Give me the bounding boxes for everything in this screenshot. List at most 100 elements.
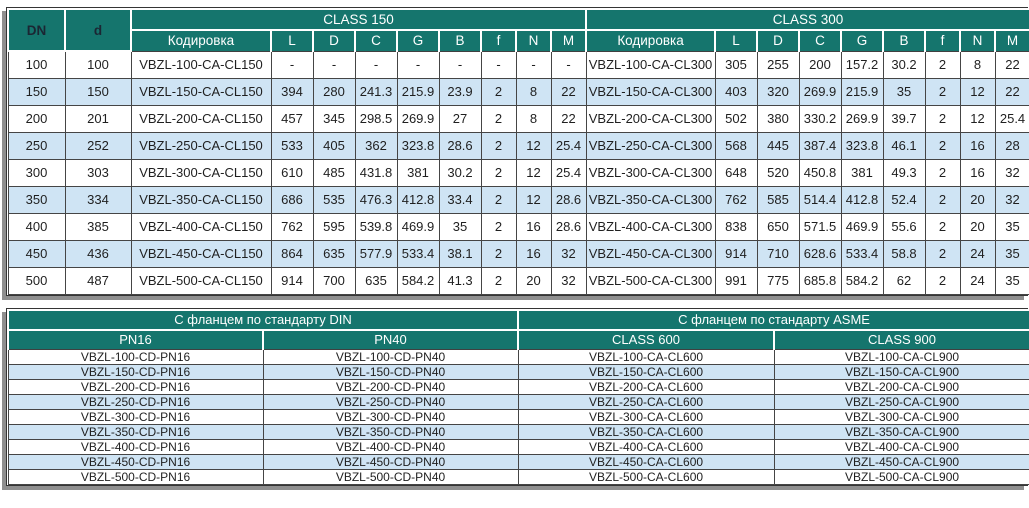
cell-C-300: 514.4 [798,185,842,214]
col-header-N-300: N [959,29,997,52]
cell-M-150: 32 [550,266,587,295]
cell-coding-150: VBZL-400-CA-CL150 [130,212,272,241]
cell-class600-code: VBZL-450-CA-CL600 [517,454,775,470]
cell-pn16-code: VBZL-500-CD-PN16 [7,469,264,485]
col-header-G-300: G [840,29,885,52]
cell-coding-150: VBZL-200-CA-CL150 [130,104,272,133]
group-header-din: С фланцем по стандарту DIN [6,308,520,331]
cell-coding-300: VBZL-500-CA-CL300 [585,266,716,295]
cell-L-150: 394 [270,77,314,106]
cell-N-300: 16 [959,158,996,187]
cell-D-300: 520 [756,158,800,187]
cell-class900-code: VBZL-200-CA-CL900 [773,379,1029,395]
cell-G-300: 215.9 [840,77,884,106]
col-header-class900: CLASS 900 [773,328,1029,350]
cell-N-300: 20 [959,212,996,241]
table-row: VBZL-400-CD-PN16 VBZL-400-CD-PN40 VBZL-4… [7,439,1029,455]
cell-class600-code: VBZL-500-CA-CL600 [517,469,775,485]
cell-L-150: 762 [270,212,314,241]
header-row-columns: Кодировка L D C G B f N M Кодировка L D … [8,29,1029,52]
cell-G-150: 584.2 [396,266,440,295]
col-header-f-150: f [480,29,517,52]
cell-class900-code: VBZL-250-CA-CL900 [773,394,1029,410]
table-row: 300 303 VBZL-300-CA-CL150 610 485 431.8 … [7,158,1029,187]
cell-N-300: 24 [959,266,996,295]
cell-class900-code: VBZL-400-CA-CL900 [773,439,1029,455]
cell-M-300: 32 [994,158,1029,187]
cell-C-300: 571.5 [798,212,842,241]
cell-class600-code: VBZL-300-CA-CL600 [517,409,775,425]
cell-M-150: 28.6 [550,185,587,214]
cell-pn40-code: VBZL-350-CD-PN40 [262,424,519,440]
cell-L-300: 568 [714,131,758,160]
table-row: VBZL-100-CD-PN16 VBZL-100-CD-PN40 VBZL-1… [7,349,1029,365]
cell-L-300: 648 [714,158,758,187]
cell-C-150: 635 [354,266,398,295]
cell-pn40-code: VBZL-450-CD-PN40 [262,454,519,470]
cell-G-300: 412.8 [840,185,884,214]
dimensions-table-body: 100 100 VBZL-100-CA-CL150 - - - - - - - … [7,50,1029,295]
cell-pn40-code: VBZL-300-CD-PN40 [262,409,519,425]
cell-L-150: 533 [270,131,314,160]
cell-N-150: 16 [515,212,552,241]
cell-M-150: 25.4 [550,158,587,187]
cell-M-150: 28.6 [550,212,587,241]
cell-N-150: 12 [515,185,552,214]
cell-D-150: 405 [312,131,356,160]
cell-C-150: 431.8 [354,158,398,187]
cell-M-150: 32 [550,239,587,268]
cell-class600-code: VBZL-100-CA-CL600 [517,349,775,365]
cell-D-150: - [312,50,356,79]
cell-d: 100 [64,50,132,79]
cell-f-150: 2 [480,158,517,187]
cell-M-300: 35 [994,239,1029,268]
cell-G-150: 412.8 [396,185,440,214]
flange-codes-header: С фланцем по стандарту DIN С фланцем по … [6,308,1029,350]
cell-f-150: 2 [480,185,517,214]
table-row: 200 201 VBZL-200-CA-CL150 457 345 298.5 … [7,104,1029,133]
cell-dn: 100 [7,50,66,79]
table-row: 100 100 VBZL-100-CA-CL150 - - - - - - - … [7,50,1029,79]
cell-f-300: 2 [924,239,961,268]
cell-class900-code: VBZL-300-CA-CL900 [773,409,1029,425]
cell-dn: 450 [7,239,66,268]
cell-dn: 250 [7,131,66,160]
cell-pn40-code: VBZL-500-CD-PN40 [262,469,519,485]
cell-f-300: 2 [924,77,961,106]
cell-coding-300: VBZL-250-CA-CL300 [585,131,716,160]
cell-M-150: 22 [550,77,587,106]
group-header-class150: CLASS 150 [129,8,588,31]
cell-B-150: 33.4 [438,185,482,214]
dimensions-table-header: DN d CLASS 150 CLASS 300 Кодировка L D C… [7,8,1029,52]
cell-D-300: 380 [756,104,800,133]
cell-d: 252 [64,131,132,160]
cell-coding-300: VBZL-400-CA-CL300 [585,212,716,241]
cell-M-150: 25.4 [550,131,587,160]
cell-B-300: 58.8 [882,239,926,268]
cell-pn40-code: VBZL-150-CD-PN40 [262,364,519,380]
table-row: VBZL-450-CD-PN16 VBZL-450-CD-PN40 VBZL-4… [7,454,1029,470]
table-row: VBZL-350-CD-PN16 VBZL-350-CD-PN40 VBZL-3… [7,424,1029,440]
cell-class600-code: VBZL-200-CA-CL600 [517,379,775,395]
cell-N-150: - [515,50,552,79]
cell-C-150: 539.8 [354,212,398,241]
cell-pn16-code: VBZL-200-CD-PN16 [7,379,264,395]
cell-B-150: 35 [438,212,482,241]
header-row-standards: С фланцем по стандарту DIN С фланцем по … [6,308,1029,331]
cell-dn: 400 [7,212,66,241]
cell-pn40-code: VBZL-250-CD-PN40 [262,394,519,410]
cell-d: 303 [64,158,132,187]
cell-pn16-code: VBZL-400-CD-PN16 [7,439,264,455]
cell-f-150: - [480,50,517,79]
cell-B-300: 62 [882,266,926,295]
col-header-coding-300: Кодировка [585,29,717,52]
cell-G-150: - [396,50,440,79]
cell-f-300: 2 [924,185,961,214]
cell-B-150: 38.1 [438,239,482,268]
cell-class900-code: VBZL-150-CA-CL900 [773,364,1029,380]
cell-pn40-code: VBZL-400-CD-PN40 [262,439,519,455]
table-row: 500 487 VBZL-500-CA-CL150 914 700 635 58… [7,266,1029,295]
cell-class600-code: VBZL-400-CA-CL600 [517,439,775,455]
cell-B-150: 28.6 [438,131,482,160]
table-row: VBZL-150-CD-PN16 VBZL-150-CD-PN40 VBZL-1… [7,364,1029,380]
